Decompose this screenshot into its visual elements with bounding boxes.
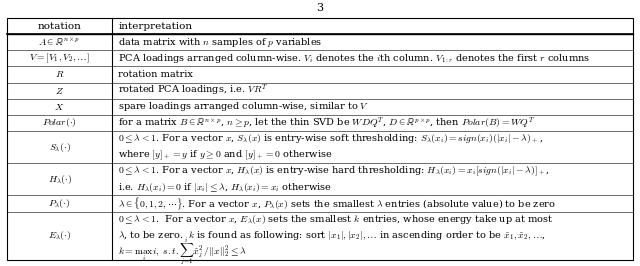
Text: i.e. $H_\lambda(x_i) = 0$ if $|x_i| \leq \lambda$, $H_\lambda(x_i) = x_i$ otherw: i.e. $H_\lambda(x_i) = 0$ if $|x_i| \leq… [118, 181, 332, 194]
Text: where $[y]_+ = y$ if $y \geq 0$ and $[y]_+ = 0$ otherwise: where $[y]_+ = y$ if $y \geq 0$ and $[y]… [118, 148, 333, 162]
Text: $S_\lambda(\cdot)$: $S_\lambda(\cdot)$ [49, 140, 70, 153]
Text: $k = \max_i i,\ s.t. \sum_{j=1}^{i} \tilde{x}_j^2/\|x\|_2^2 \leq \lambda$: $k = \max_i i,\ s.t. \sum_{j=1}^{i} \til… [118, 236, 247, 266]
Text: interpretation: interpretation [118, 22, 192, 31]
Text: spare loadings arranged column-wise, similar to $V$: spare loadings arranged column-wise, sim… [118, 100, 370, 113]
Text: $0 \leq \lambda < 1$.  For a vector $x$, $E_\lambda(x)$ sets the smallest $k$ en: $0 \leq \lambda < 1$. For a vector $x$, … [118, 213, 554, 226]
Text: $\lambda$, to be zero.  $k$ is found as following: sort $|x_1|, |x_2|, \ldots$ i: $\lambda$, to be zero. $k$ is found as f… [118, 229, 547, 242]
Text: data matrix with $n$ samples of $p$ variables: data matrix with $n$ samples of $p$ vari… [118, 36, 323, 49]
Text: $H_\lambda(\cdot)$: $H_\lambda(\cdot)$ [47, 173, 72, 186]
Text: $0 \leq \lambda < 1$. For a vector $x$, $S_\lambda(x)$ is entry-wise soft thresh: $0 \leq \lambda < 1$. For a vector $x$, … [118, 132, 543, 146]
Text: $X$: $X$ [54, 102, 65, 112]
Text: rotated PCA loadings, i.e. $VR^T$: rotated PCA loadings, i.e. $VR^T$ [118, 83, 269, 98]
Text: $Polar(\cdot)$: $Polar(\cdot)$ [42, 116, 77, 129]
Text: $Z$: $Z$ [55, 86, 64, 95]
Text: $0 \leq \lambda < 1$. For a vector $x$, $H_\lambda(x)$ is entry-wise hard thresh: $0 \leq \lambda < 1$. For a vector $x$, … [118, 165, 550, 178]
Text: $P_\lambda(\cdot)$: $P_\lambda(\cdot)$ [49, 197, 70, 210]
Text: $\lambda \in \{0, 1, 2, \cdots\}$. For a vector $x$, $P_\lambda(x)$ sets the sma: $\lambda \in \{0, 1, 2, \cdots\}$. For a… [118, 196, 556, 212]
Text: PCA loadings arranged column-wise. $V_i$ denotes the $i$th column. $V_{1:r}$ den: PCA loadings arranged column-wise. $V_i$… [118, 52, 590, 65]
Text: $R$: $R$ [55, 69, 64, 80]
Text: $V = [V_1, V_2, \ldots]$: $V = [V_1, V_2, \ldots]$ [29, 52, 90, 65]
Text: 3: 3 [316, 3, 324, 13]
Text: for a matrix $B \in \mathbb{R}^{n \times p}$, $n \geq p$, let the thin SVD be $W: for a matrix $B \in \mathbb{R}^{n \times… [118, 115, 535, 131]
Text: $E_\lambda(\cdot)$: $E_\lambda(\cdot)$ [48, 229, 71, 242]
Text: rotation matrix: rotation matrix [118, 70, 193, 79]
Text: notation: notation [38, 22, 81, 31]
Text: $A \in \mathbb{R}^{n \times p}$: $A \in \mathbb{R}^{n \times p}$ [38, 37, 81, 48]
